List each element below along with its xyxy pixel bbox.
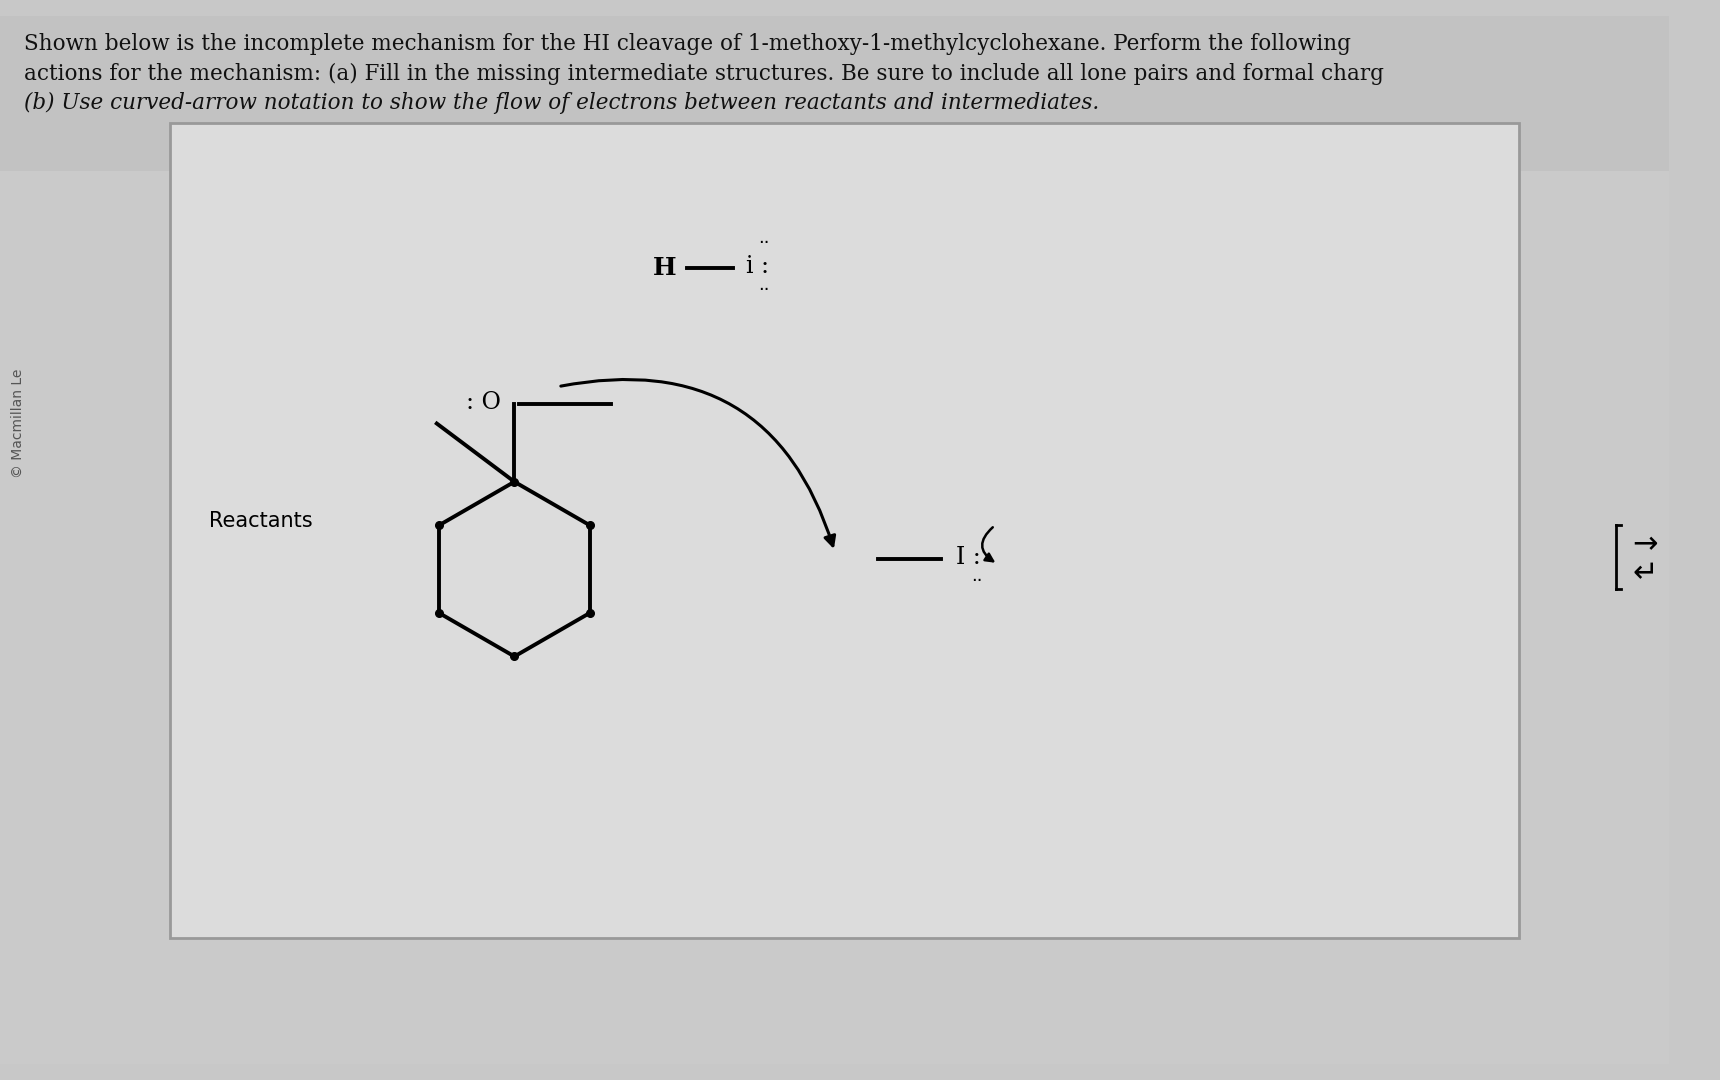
Text: (b) Use curved-arrow notation to show the flow of electrons between reactants an: (b) Use curved-arrow notation to show th… [24,92,1099,113]
Text: © Macmillan Le: © Macmillan Le [10,369,24,478]
Text: actions for the mechanism: (a) Fill in the missing intermediate structures. Be s: actions for the mechanism: (a) Fill in t… [24,63,1385,84]
Text: Reactants: Reactants [208,511,313,530]
Text: ↵: ↵ [1632,559,1658,589]
Text: : O: : O [466,391,501,414]
Text: Shown below is the incomplete mechanism for the HI cleavage of 1-methoxy-1-methy: Shown below is the incomplete mechanism … [24,33,1352,55]
Bar [170,123,1519,937]
Text: ··: ·· [759,281,769,298]
Text: H: H [654,256,676,280]
Bar [0,16,1670,171]
Text: I :: I : [956,546,980,569]
Text: →: → [1632,530,1658,559]
Text: ··: ·· [759,234,769,252]
Text: ··: ·· [970,571,982,590]
Text: i :: i : [745,255,769,278]
